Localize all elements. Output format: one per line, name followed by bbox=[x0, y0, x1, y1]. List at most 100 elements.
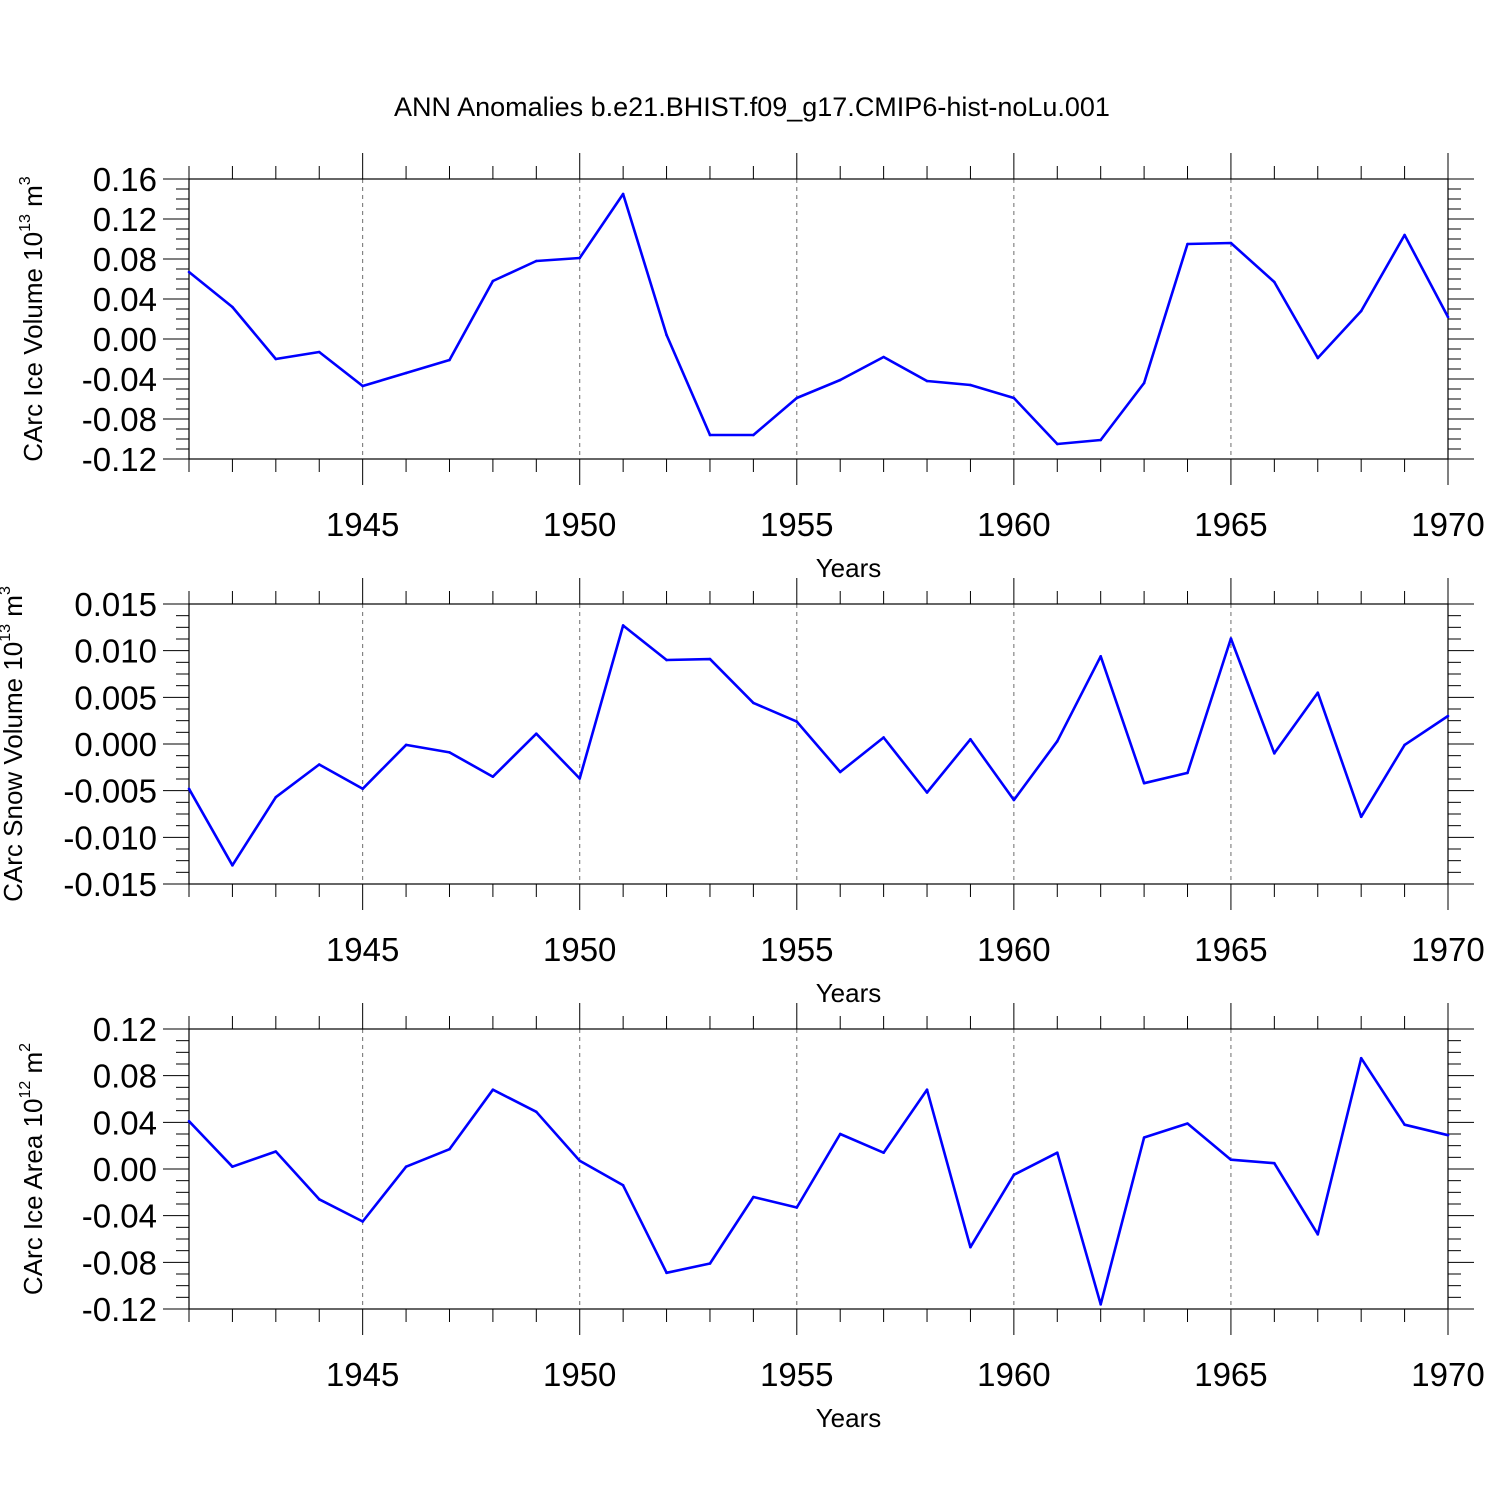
plot-frame bbox=[188, 178, 1449, 460]
data-point bbox=[752, 433, 755, 437]
x-tick-label: 1960 bbox=[977, 931, 1050, 968]
x-tick-label: 1960 bbox=[977, 506, 1050, 543]
data-point bbox=[1186, 242, 1189, 246]
y-tick-label: 0.00 bbox=[93, 321, 157, 358]
x-tick-label: 1945 bbox=[326, 1356, 399, 1393]
data-point bbox=[404, 743, 408, 747]
data-point bbox=[838, 770, 842, 774]
data-point bbox=[795, 720, 799, 723]
data-point bbox=[969, 383, 972, 387]
data-point bbox=[752, 701, 755, 705]
panel-1: -0.12-0.08-0.040.000.040.080.120.16 1945 1… bbox=[17, 153, 1485, 583]
y-tick-label: 0.16 bbox=[93, 161, 157, 198]
data-point bbox=[1142, 781, 1146, 785]
data-point bbox=[1273, 1161, 1276, 1165]
data-point bbox=[1316, 356, 1320, 360]
data-point bbox=[621, 192, 625, 196]
data-point bbox=[882, 736, 885, 739]
data-point bbox=[448, 358, 451, 362]
data-point bbox=[491, 775, 495, 778]
y-tick-label: 0.08 bbox=[93, 1058, 157, 1095]
y-tick-label: 0.005 bbox=[74, 679, 157, 716]
data-point bbox=[578, 256, 582, 260]
data-point bbox=[925, 1088, 929, 1091]
x-tick-label: 1970 bbox=[1411, 931, 1484, 968]
x-tick-label: 1955 bbox=[760, 1356, 833, 1393]
data-point bbox=[708, 433, 712, 437]
data-point bbox=[708, 1262, 712, 1265]
x-tick-label: 1955 bbox=[760, 931, 833, 968]
y-tick-label: -0.04 bbox=[82, 361, 157, 398]
x-tick-label: 1950 bbox=[543, 931, 616, 968]
y-tick-label: -0.005 bbox=[63, 773, 157, 810]
data-point bbox=[969, 738, 972, 741]
data-point bbox=[1273, 280, 1276, 284]
x-tick-label: 1950 bbox=[543, 1356, 616, 1393]
data-point bbox=[838, 1132, 842, 1136]
data-point bbox=[752, 1195, 755, 1199]
x-tick-label: 1965 bbox=[1194, 931, 1267, 968]
x-tick-label: 1950 bbox=[543, 506, 616, 543]
series-line bbox=[188, 1056, 1449, 1306]
y-tick-label: 0.010 bbox=[74, 633, 157, 670]
data-point bbox=[231, 864, 234, 867]
data-point bbox=[882, 1151, 885, 1154]
x-tick-label: 1955 bbox=[760, 506, 833, 543]
data-point bbox=[1446, 714, 1450, 718]
data-point bbox=[969, 1245, 972, 1249]
y-tick-label: 0.000 bbox=[74, 726, 157, 763]
data-point bbox=[795, 1206, 799, 1209]
y-tick-label: -0.015 bbox=[63, 866, 157, 903]
y-tick-label: 0.04 bbox=[93, 281, 157, 318]
x-axis-title: Years bbox=[816, 978, 882, 1008]
data-point bbox=[925, 791, 929, 794]
data-point bbox=[1142, 1136, 1146, 1139]
data-point bbox=[317, 1198, 321, 1201]
data-point bbox=[1099, 654, 1102, 658]
x-axis-title: Years bbox=[816, 553, 882, 583]
series-line bbox=[188, 192, 1450, 446]
data-point bbox=[1229, 241, 1233, 245]
y-tick-label: 0.12 bbox=[93, 1011, 157, 1048]
y-tick-label: -0.04 bbox=[82, 1198, 157, 1235]
data-point bbox=[274, 1150, 278, 1153]
y-tick-label: 0.00 bbox=[93, 1151, 157, 1188]
data-point bbox=[621, 624, 625, 627]
y-tick-label: 0.08 bbox=[93, 241, 157, 278]
data-point bbox=[578, 777, 582, 780]
x-tick-label: 1970 bbox=[1411, 506, 1484, 543]
data-point bbox=[1012, 1173, 1016, 1177]
x-tick-label: 1970 bbox=[1411, 1356, 1484, 1393]
data-point bbox=[1359, 309, 1363, 313]
data-point bbox=[1316, 691, 1320, 694]
y-tick-label: -0.12 bbox=[82, 441, 157, 478]
panel-3: -0.12 -0.08 -0.04 0.00 0.04 0.08 0.12 1945 1950 1… bbox=[17, 1003, 1485, 1433]
y-axis-title: CArc Snow Volume 1013 m3 bbox=[0, 586, 28, 902]
data-point bbox=[578, 1159, 582, 1163]
x-tick-label: 1965 bbox=[1194, 1356, 1267, 1393]
data-point bbox=[1446, 315, 1450, 319]
data-point bbox=[1012, 396, 1016, 400]
data-point bbox=[535, 732, 538, 736]
data-point bbox=[1403, 233, 1406, 237]
y-axis-title: CArc Ice Volume 1013 m3 bbox=[17, 176, 48, 461]
data-point bbox=[1186, 771, 1189, 775]
data-point bbox=[361, 1220, 364, 1223]
series-line bbox=[187, 624, 1449, 867]
data-point bbox=[1446, 1133, 1450, 1137]
data-point bbox=[1012, 798, 1016, 802]
data-point bbox=[665, 1271, 668, 1275]
y-tick-label: -0.010 bbox=[63, 819, 157, 856]
x-tick-label: 1945 bbox=[326, 506, 399, 543]
data-point bbox=[535, 259, 538, 263]
data-point bbox=[231, 1165, 234, 1168]
data-point bbox=[1099, 1303, 1102, 1306]
x-tick-label: 1960 bbox=[977, 1356, 1050, 1393]
data-point bbox=[795, 396, 799, 400]
y-axis-title: CArc Ice Area 1012 m2 bbox=[17, 1043, 48, 1295]
data-point bbox=[665, 658, 668, 662]
data-point bbox=[535, 1110, 538, 1114]
data-point bbox=[1142, 381, 1146, 385]
